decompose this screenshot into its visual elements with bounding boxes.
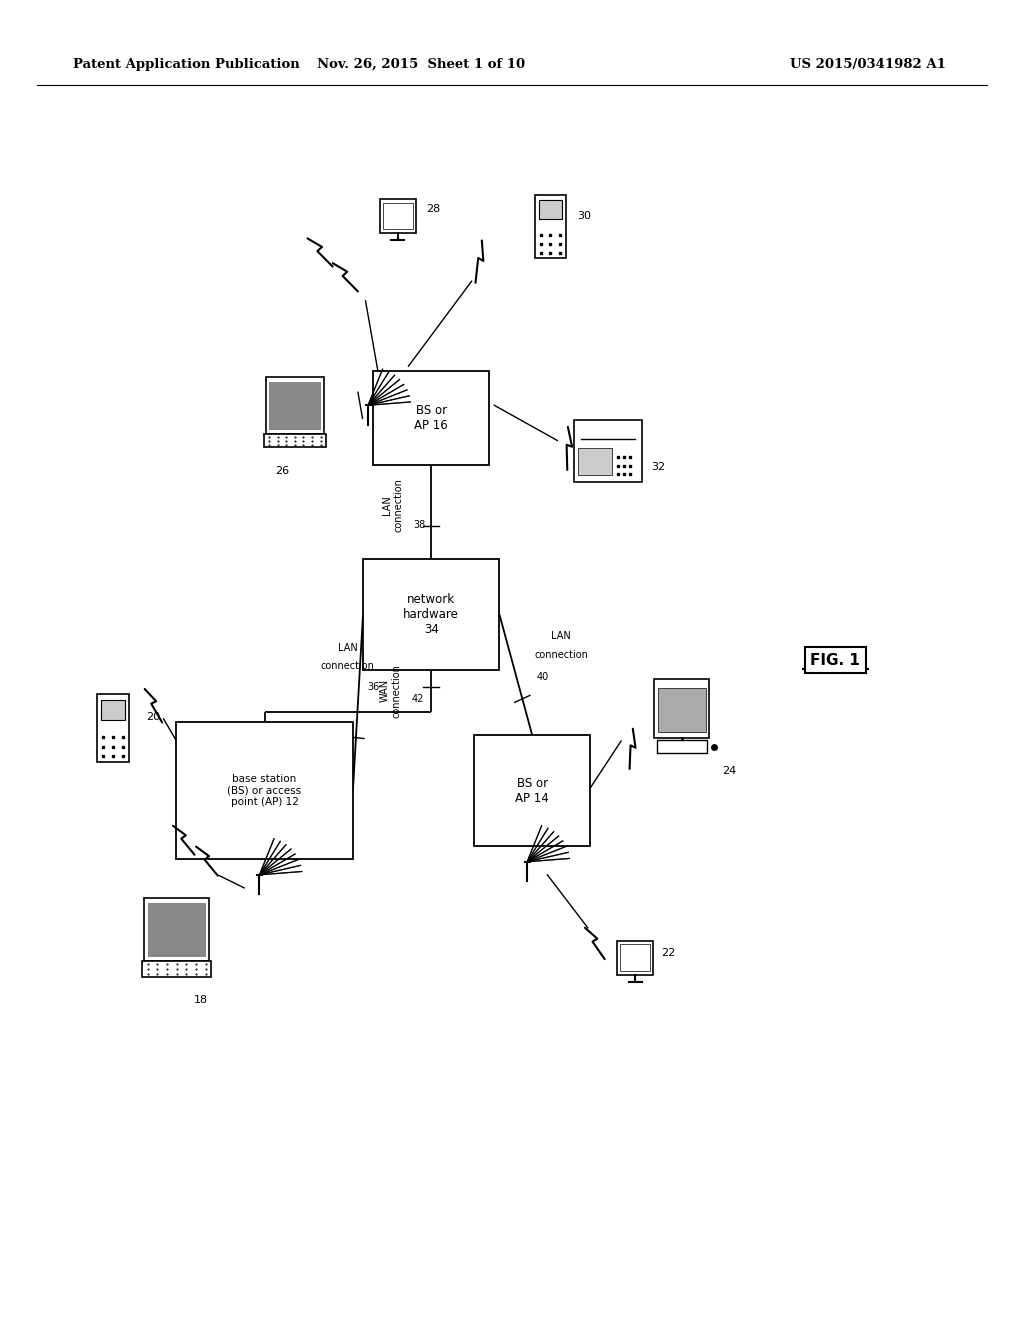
Text: 30: 30	[578, 211, 592, 220]
Bar	[654, 678, 710, 738]
Text: 24: 24	[722, 766, 736, 776]
Bar	[617, 941, 653, 974]
Text: connection: connection	[321, 661, 375, 671]
Bar	[265, 378, 325, 434]
Bar	[573, 421, 642, 482]
Bar	[383, 202, 413, 230]
Text: 36: 36	[367, 681, 379, 692]
Text: 20: 20	[146, 713, 161, 722]
Text: 38: 38	[413, 520, 425, 531]
Bar	[621, 944, 650, 972]
Text: 32: 32	[651, 462, 666, 471]
Bar	[269, 381, 321, 430]
Bar	[264, 434, 326, 447]
Bar	[147, 903, 206, 957]
Text: BS or
AP 14: BS or AP 14	[515, 776, 549, 805]
Text: Patent Application Publication: Patent Application Publication	[73, 58, 299, 71]
Text: LAN: LAN	[338, 643, 357, 652]
Bar	[176, 722, 353, 859]
Text: 42: 42	[412, 693, 424, 704]
Bar	[143, 898, 210, 961]
Bar	[656, 741, 707, 754]
Text: network
hardware
34: network hardware 34	[403, 593, 459, 636]
Text: Nov. 26, 2015  Sheet 1 of 10: Nov. 26, 2015 Sheet 1 of 10	[317, 58, 525, 71]
Text: 26: 26	[274, 466, 289, 475]
Text: 22: 22	[662, 948, 676, 957]
Text: US 2015/0341982 A1: US 2015/0341982 A1	[791, 58, 946, 71]
Text: LAN
connection: LAN connection	[382, 479, 403, 532]
Text: WAN
connection: WAN connection	[380, 664, 401, 718]
Text: 40: 40	[537, 672, 549, 682]
Text: BS or
AP 16: BS or AP 16	[415, 404, 449, 433]
Bar	[474, 735, 590, 846]
Text: connection: connection	[535, 651, 588, 660]
Bar	[536, 195, 565, 257]
Bar	[96, 694, 129, 762]
Text: 28: 28	[426, 205, 440, 214]
Text: FIG. 1: FIG. 1	[810, 652, 860, 668]
Bar	[380, 199, 416, 232]
Bar	[539, 199, 562, 219]
Bar	[373, 371, 489, 466]
Text: LAN: LAN	[551, 631, 571, 640]
Text: base station
(BS) or access
point (AP) 12: base station (BS) or access point (AP) 1…	[227, 774, 302, 808]
Bar	[657, 688, 706, 733]
Bar	[142, 961, 211, 977]
Bar	[100, 700, 125, 719]
Bar	[364, 558, 500, 669]
Bar	[578, 447, 612, 475]
Text: 18: 18	[194, 994, 208, 1005]
